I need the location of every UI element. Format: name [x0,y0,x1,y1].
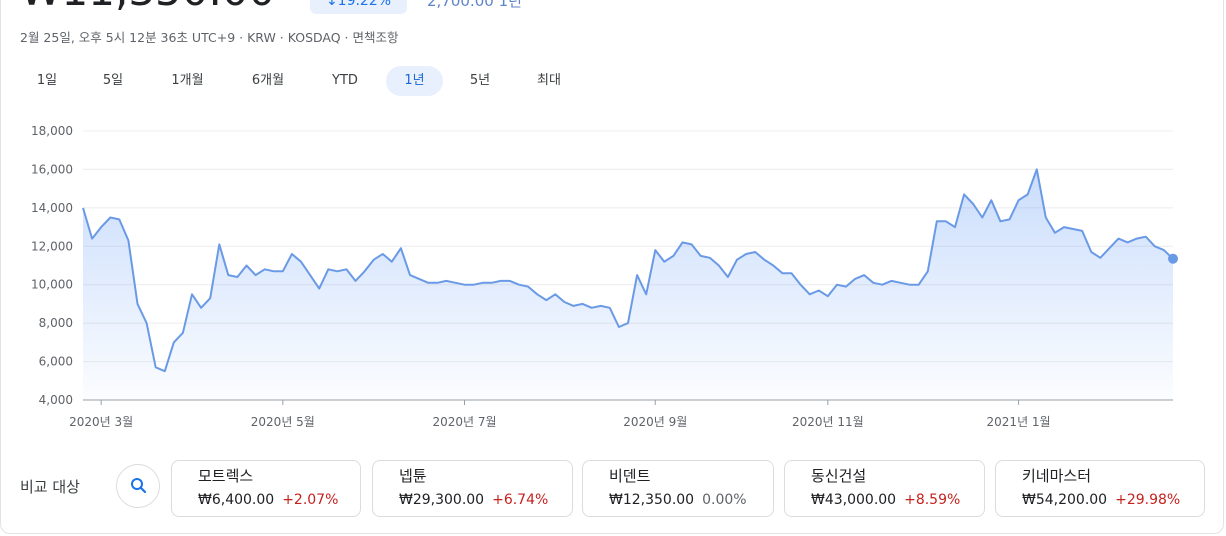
stock-price: ₩6,400.00 [198,492,275,508]
range-tab[interactable]: 1개월 [171,73,204,88]
price-line [82,168,1174,373]
x-tick-label: 2020년 3월 [69,415,133,429]
compare-label: 비교 대상 [20,478,80,496]
range-tab[interactable]: 1일 [36,73,58,88]
stock-price: ₩29,300.00 [399,492,485,508]
x-tick-label: 2021년 1월 [987,415,1051,429]
stock-change: +6.74% [492,492,549,508]
timestamp: 2월 25일, 오후 5시 12분 36초 UTC+9 · KRW · KOSD… [20,30,399,45]
last-point [1168,253,1178,264]
stock-change: +8.59% [904,492,961,508]
y-tick-label: 12,000 [31,239,73,253]
stock-name: 동신건설 [811,467,867,485]
compare-card[interactable]: 비덴트 ₩12,350.00 0.00% [582,460,774,517]
change-badge: ↓19.22% [310,0,407,14]
stock-name: 키네마스터 [1022,467,1092,485]
y-tick-label: 16,000 [31,162,73,176]
y-tick-label: 4,000 [39,393,73,407]
stock-price-row: ₩6,400.00 +2.07% [198,492,338,508]
stock-price-row: ₩54,200.00 +29.98% [1022,492,1180,508]
compare-card[interactable]: 넵튠 ₩29,300.00 +6.74% [372,460,573,517]
x-tick-label: 2020년 5월 [251,415,315,429]
range-tab[interactable]: 최대 [537,73,561,88]
y-tick-label: 8,000 [39,316,73,330]
range-tab[interactable]: 5일 [102,73,124,88]
y-tick-label: 14,000 [31,201,73,215]
range-tab[interactable]: 5년 [469,73,491,88]
range-tab[interactable]: YTD [332,73,358,88]
x-tick-label: 2020년 11월 [792,415,864,429]
stock-change: +2.07% [282,492,339,508]
search-icon [131,478,147,494]
compare-card[interactable]: 모트렉스 ₩6,400.00 +2.07% [171,460,361,517]
chart: 4,000 6,000 8,000 10,000 12,000 14,000 16,000 1… [31,124,1178,429]
range-tab[interactable]: 1년 [386,66,443,96]
y-tick-label: 10,000 [31,278,73,292]
y-tick-label: 6,000 [39,355,73,369]
stock-price-row: ₩43,000.00 +8.59% [811,492,960,508]
x-tick-label: 2020년 7월 [432,415,496,429]
y-tick-label: 18,000 [31,124,73,138]
area [83,169,1173,400]
stock-price: ₩12,350.00 [609,492,695,508]
stock-name: 모트렉스 [198,467,254,485]
stock-name: 넵튠 [399,467,427,485]
stock-change: +29.98% [1115,492,1181,508]
search-button[interactable] [116,464,160,508]
stock-name: 비덴트 [609,467,651,485]
stock-price-row: ₩12,350.00 0.00% [609,492,747,508]
x-tick-label: 2020년 9월 [623,415,687,429]
price: ₩11,350.00 [20,0,275,15]
change-abs: 2,700.00 1년 [427,0,522,10]
stock-price: ₩54,200.00 [1022,492,1108,508]
stock-price: ₩43,000.00 [811,492,897,508]
range-tab[interactable]: 6개월 [251,73,285,88]
stock-change: 0.00% [702,492,747,508]
compare-card[interactable]: 키네마스터 ₩54,200.00 +29.98% [995,460,1205,517]
compare-card[interactable]: 동신건설 ₩43,000.00 +8.59% [784,460,985,517]
stock-price-row: ₩29,300.00 +6.74% [399,492,548,508]
